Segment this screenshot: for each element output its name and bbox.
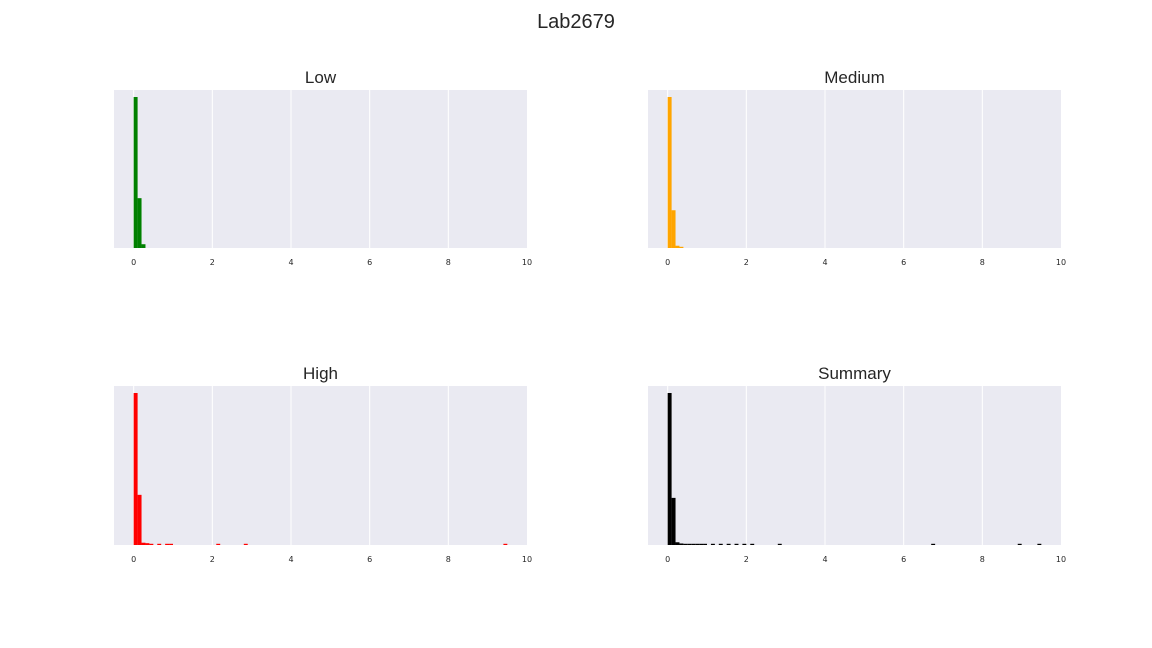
histogram-bar <box>683 543 688 545</box>
subplot-title: Low <box>305 68 337 87</box>
x-tick-label: 0 <box>131 258 136 267</box>
histogram-bar <box>931 543 936 545</box>
plot-background <box>114 386 527 545</box>
histogram-bar <box>695 543 700 545</box>
histogram-bar <box>671 210 676 248</box>
histogram-bar <box>742 543 747 545</box>
histogram-bar <box>157 543 162 545</box>
histogram-bar <box>133 97 138 248</box>
histogram-bar <box>169 543 173 545</box>
x-tick-label: 0 <box>665 555 670 564</box>
histogram-bar <box>675 245 680 248</box>
histogram-bar <box>1037 543 1042 545</box>
x-tick-label: 4 <box>288 258 293 267</box>
histogram-bar <box>699 543 704 545</box>
histogram-bar <box>675 542 680 545</box>
histogram-bar <box>133 393 138 545</box>
x-tick-label: 6 <box>367 555 372 564</box>
subplot-summary: Summary 0 2 4 6 8 10 <box>648 364 1066 564</box>
histogram-bar <box>1017 543 1022 545</box>
histogram-bar <box>503 543 508 545</box>
subplot-high: High 0 2 4 6 8 10 <box>114 364 532 564</box>
x-tick-label: 8 <box>446 555 451 564</box>
histogram-bar <box>710 543 715 545</box>
histogram-bar <box>750 543 755 545</box>
x-tick-label: 4 <box>822 555 827 564</box>
histogram-bar <box>679 246 684 248</box>
subplot-title: Medium <box>824 68 884 87</box>
x-tick-label: 2 <box>744 555 749 564</box>
x-tick-label: 4 <box>288 555 293 564</box>
histogram-bar <box>141 244 146 248</box>
subplot-title: Summary <box>818 364 891 383</box>
histogram-bar <box>141 542 146 545</box>
x-tick-label: 2 <box>210 258 215 267</box>
histogram-bar <box>145 543 150 545</box>
histogram-bar <box>718 543 723 545</box>
histogram-bar <box>726 543 731 545</box>
x-tick-label: 0 <box>665 258 670 267</box>
histogram-bar <box>149 543 154 545</box>
histogram-bar <box>691 543 696 545</box>
x-tick-label: 10 <box>1056 258 1066 267</box>
x-tick-label: 8 <box>980 258 985 267</box>
x-tick-label: 2 <box>744 258 749 267</box>
x-tick-label: 6 <box>367 258 372 267</box>
subplot-medium: Medium 0 2 4 6 8 10 <box>648 68 1066 267</box>
histogram-bar <box>243 543 248 545</box>
histogram-bar <box>687 543 692 545</box>
histogram-bar <box>165 543 170 545</box>
x-tick-label: 8 <box>446 258 451 267</box>
subplot-title: High <box>303 364 338 383</box>
x-tick-label: 10 <box>1056 555 1066 564</box>
figure-title: Lab2679 <box>537 11 615 33</box>
x-tick-label: 8 <box>980 555 985 564</box>
x-tick-label: 10 <box>522 258 532 267</box>
x-tick-label: 6 <box>901 258 906 267</box>
histogram-bar <box>216 543 221 545</box>
histogram-bar <box>734 543 739 545</box>
histogram-bar <box>679 543 684 545</box>
x-tick-label: 4 <box>822 258 827 267</box>
histogram-bar <box>667 393 672 545</box>
plot-background <box>648 386 1061 545</box>
histogram-bar <box>137 198 142 248</box>
histogram-bar <box>667 97 672 248</box>
x-tick-label: 10 <box>522 555 532 564</box>
plot-background <box>648 90 1061 248</box>
x-tick-label: 6 <box>901 555 906 564</box>
histogram-bar <box>671 497 676 545</box>
histogram-bar <box>703 543 707 545</box>
x-tick-label: 2 <box>210 555 215 564</box>
histogram-bar <box>137 494 142 545</box>
plot-background <box>114 90 527 248</box>
x-tick-label: 0 <box>131 555 136 564</box>
histogram-bar <box>777 543 782 545</box>
subplot-low: Low 0 2 4 6 8 10 <box>114 68 532 267</box>
